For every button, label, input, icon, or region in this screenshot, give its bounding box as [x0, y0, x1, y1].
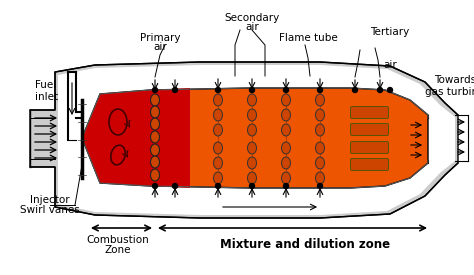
- Text: air: air: [245, 22, 259, 32]
- Polygon shape: [82, 88, 428, 188]
- Circle shape: [216, 87, 220, 92]
- Ellipse shape: [282, 157, 291, 169]
- Ellipse shape: [282, 124, 291, 136]
- Ellipse shape: [213, 109, 222, 121]
- Ellipse shape: [282, 94, 291, 106]
- FancyBboxPatch shape: [350, 158, 389, 170]
- Text: air: air: [383, 60, 397, 70]
- Ellipse shape: [213, 142, 222, 154]
- Ellipse shape: [247, 109, 256, 121]
- Circle shape: [249, 87, 255, 92]
- Ellipse shape: [151, 156, 159, 168]
- Text: Swirl vanes: Swirl vanes: [20, 205, 80, 215]
- Ellipse shape: [316, 94, 325, 106]
- Ellipse shape: [282, 142, 291, 154]
- Ellipse shape: [316, 172, 325, 184]
- Text: Combustion: Combustion: [87, 235, 149, 245]
- FancyBboxPatch shape: [350, 142, 389, 153]
- Ellipse shape: [151, 131, 159, 143]
- FancyBboxPatch shape: [350, 123, 389, 136]
- Ellipse shape: [247, 142, 256, 154]
- Circle shape: [173, 183, 177, 188]
- Text: gas turbine: gas turbine: [425, 87, 474, 97]
- Text: Primary: Primary: [140, 33, 180, 43]
- Circle shape: [153, 183, 157, 188]
- Ellipse shape: [151, 144, 159, 156]
- Polygon shape: [30, 62, 458, 218]
- Text: Tertiary: Tertiary: [370, 27, 410, 37]
- Polygon shape: [82, 88, 190, 188]
- Text: Secondary: Secondary: [224, 13, 280, 23]
- Ellipse shape: [151, 94, 159, 106]
- Ellipse shape: [151, 118, 159, 130]
- Ellipse shape: [247, 172, 256, 184]
- FancyBboxPatch shape: [350, 106, 389, 119]
- Ellipse shape: [316, 157, 325, 169]
- Text: air: air: [153, 42, 167, 52]
- Circle shape: [283, 87, 289, 92]
- Circle shape: [318, 87, 322, 92]
- Ellipse shape: [316, 142, 325, 154]
- Circle shape: [388, 87, 392, 92]
- Circle shape: [377, 87, 383, 92]
- Circle shape: [153, 87, 157, 92]
- Text: Zone: Zone: [105, 245, 131, 255]
- Ellipse shape: [151, 106, 159, 118]
- Ellipse shape: [282, 172, 291, 184]
- Text: inlet: inlet: [35, 92, 58, 102]
- Ellipse shape: [213, 157, 222, 169]
- Text: Fuel: Fuel: [35, 80, 56, 90]
- Ellipse shape: [213, 172, 222, 184]
- Circle shape: [283, 183, 289, 188]
- Ellipse shape: [247, 157, 256, 169]
- Ellipse shape: [282, 109, 291, 121]
- Ellipse shape: [247, 124, 256, 136]
- Ellipse shape: [316, 124, 325, 136]
- Ellipse shape: [151, 169, 159, 181]
- Text: Mixture and dilution zone: Mixture and dilution zone: [220, 238, 390, 251]
- Circle shape: [173, 87, 177, 92]
- Circle shape: [216, 183, 220, 188]
- Text: Towards: Towards: [434, 75, 474, 85]
- Text: Injector: Injector: [30, 195, 70, 205]
- Ellipse shape: [247, 94, 256, 106]
- Text: Flame tube: Flame tube: [279, 33, 337, 43]
- Circle shape: [249, 183, 255, 188]
- Ellipse shape: [213, 94, 222, 106]
- Ellipse shape: [316, 109, 325, 121]
- Circle shape: [318, 183, 322, 188]
- Circle shape: [353, 87, 357, 92]
- Ellipse shape: [213, 124, 222, 136]
- Polygon shape: [58, 65, 455, 215]
